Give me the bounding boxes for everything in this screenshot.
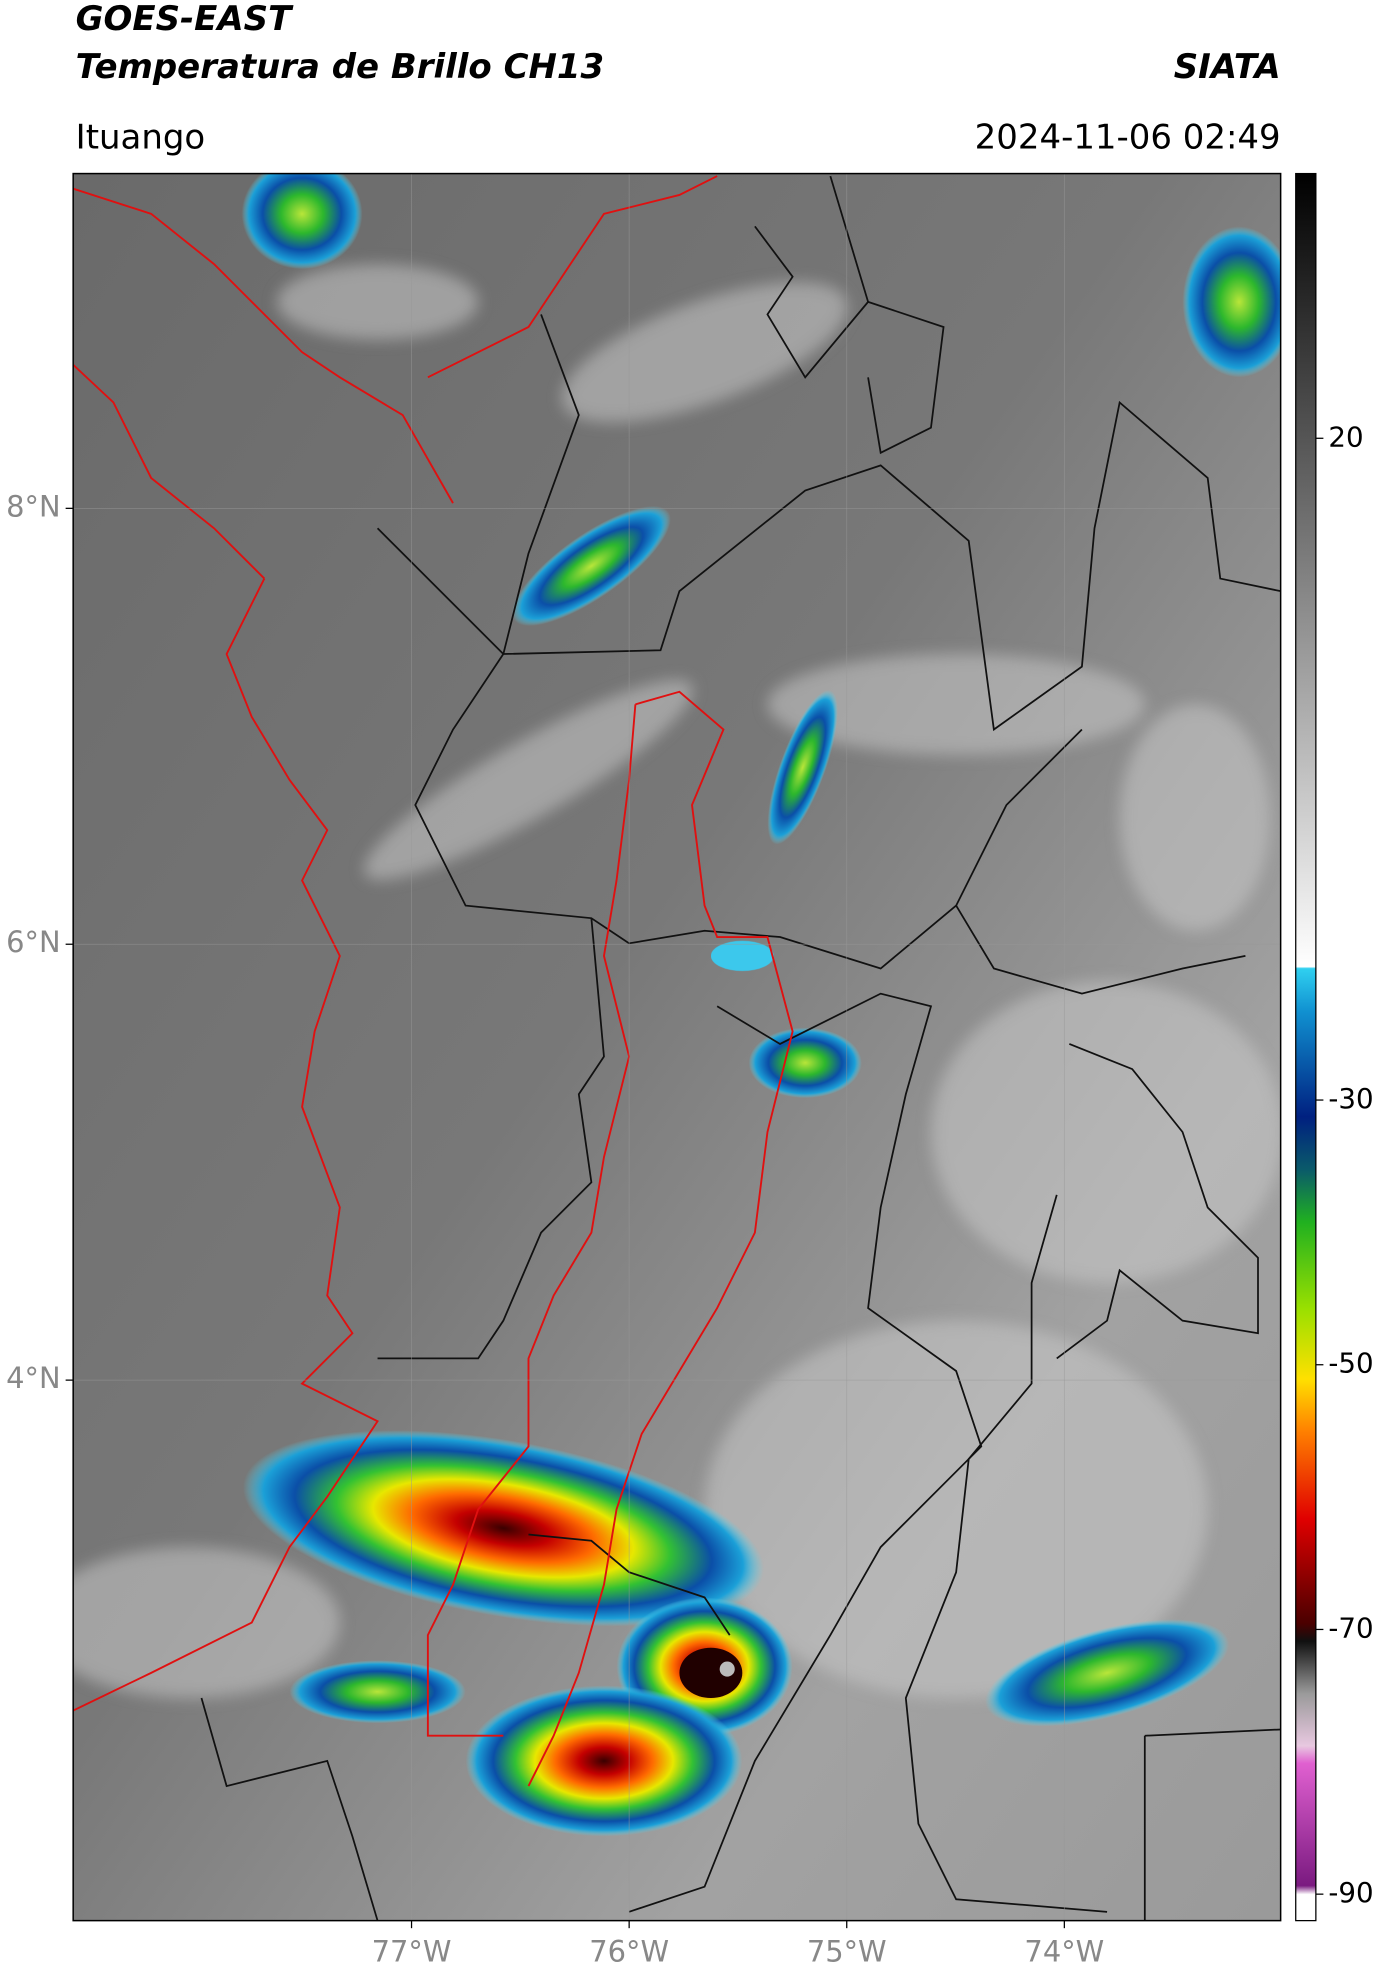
satellite-image xyxy=(73,173,1281,1921)
colorbar xyxy=(1295,172,1317,1922)
x-tick-label: 76°W xyxy=(589,1934,669,1968)
graticule xyxy=(73,173,1281,1921)
y-tick-label: 4°N xyxy=(6,1361,60,1395)
x-tick-label: 75°W xyxy=(807,1934,887,1968)
agency: SIATA xyxy=(1174,47,1281,87)
x-tick-label: 77°W xyxy=(372,1934,452,1968)
colorbar-tick-label: -90 xyxy=(1328,1876,1373,1909)
location: Ituango xyxy=(76,117,206,157)
title: GOES-EAST xyxy=(76,0,294,39)
x-tick-label: 74°W xyxy=(1024,1934,1104,1968)
axes: 77°W 76°W 75°W 74°W 8°N 6°N 4°N 20 -30 -50 -70 -90 xyxy=(6,420,1373,1968)
admin-borders xyxy=(200,175,1281,1921)
subtitle: Temperatura de Brillo CH13 xyxy=(76,47,604,87)
y-tick-label: 6°N xyxy=(6,925,60,959)
storm-cells xyxy=(241,173,1281,1837)
timestamp: 2024-11-06 02:49 xyxy=(975,117,1281,157)
colorbar-tick-label: 20 xyxy=(1328,420,1363,453)
y-tick-label: 8°N xyxy=(6,489,60,523)
colorbar-tick-label: -70 xyxy=(1328,1611,1373,1644)
colorbar-tick-label: -50 xyxy=(1328,1347,1373,1380)
map-frame xyxy=(72,172,1282,1922)
coastline-and-basin xyxy=(73,175,794,1787)
colorbar-tick-label: -30 xyxy=(1328,1082,1373,1115)
